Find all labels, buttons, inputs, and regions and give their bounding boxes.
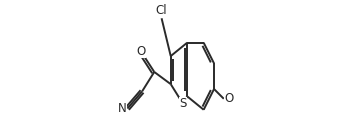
Text: N: N — [118, 102, 126, 115]
Text: Cl: Cl — [156, 4, 167, 17]
Text: O: O — [136, 45, 146, 58]
Text: O: O — [224, 92, 234, 105]
Text: S: S — [179, 97, 187, 110]
